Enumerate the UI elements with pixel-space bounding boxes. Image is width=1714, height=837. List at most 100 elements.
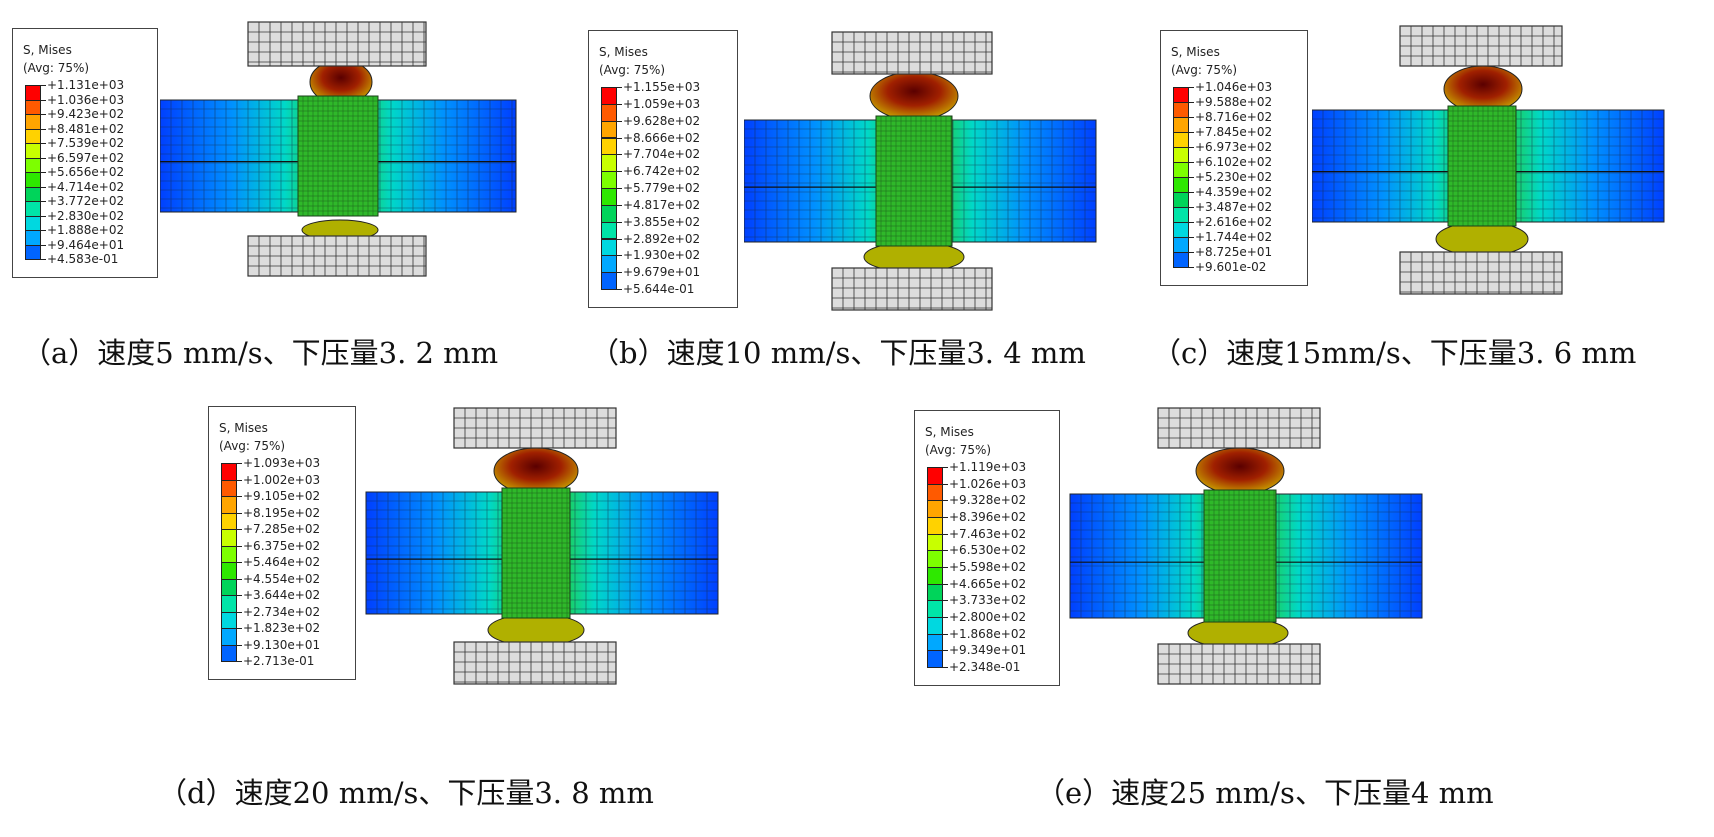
legend-tick	[237, 595, 242, 596]
legend-color-swatch	[601, 120, 617, 139]
legend-box: S, Mises (Avg: 75%) +1.046e+03 +9.588e+02 +8…	[1160, 30, 1308, 286]
legend-tick	[1189, 222, 1194, 223]
caption-letter: （a）	[22, 336, 98, 370]
upper-die-mesh	[247, 21, 426, 66]
legend-box: S, Mises (Avg: 75%) +1.155e+03 +1.059e+03 +9…	[588, 30, 738, 308]
legend-color-swatch	[1173, 102, 1189, 118]
legend-box: S, Mises (Avg: 75%) +1.119e+03 +1.026e+03 +9…	[914, 410, 1060, 686]
legend-color-swatch	[1173, 162, 1189, 178]
legend-color-swatch	[927, 617, 943, 635]
rivet-mesh	[875, 115, 952, 247]
legend-tick	[943, 650, 948, 652]
rivet-mesh	[1447, 105, 1516, 227]
legend-color-swatch	[25, 128, 41, 144]
legend-tick	[617, 221, 622, 223]
legend-tick	[41, 215, 46, 217]
legend-tick	[943, 600, 948, 602]
legend-value-label: +2.348e-01	[949, 660, 1021, 674]
legend-tick	[943, 617, 948, 618]
legend-value-label: +9.464e+01	[47, 237, 125, 252]
upper-die-mesh	[1157, 407, 1320, 449]
legend-color-swatch	[1173, 177, 1189, 193]
legend-value-label: +4.665e+02	[949, 576, 1027, 591]
legend-tick	[237, 529, 242, 530]
legend-tick	[617, 137, 622, 139]
legend-tick	[41, 172, 46, 173]
legend-value-label: +6.530e+02	[949, 543, 1027, 558]
legend-value-label: +1.046e+03	[1195, 80, 1273, 94]
rivet-head-top	[869, 71, 959, 121]
legend-color-swatch	[927, 517, 943, 535]
legend-value-label: +9.601e-02	[1195, 260, 1267, 274]
legend-subtitle: (Avg: 75%)	[219, 439, 286, 453]
legend-tick	[617, 103, 622, 105]
legend-color-swatch	[1173, 252, 1189, 268]
legend-tick	[41, 85, 46, 86]
legend-title: S, Mises	[1171, 45, 1220, 59]
legend-tick	[237, 628, 242, 629]
legend-tick	[617, 289, 622, 290]
legend-tick	[1189, 192, 1194, 193]
rivet-head-bottom	[487, 613, 585, 647]
caption-text: 速度15mm/s、下压量3. 6 mm	[1226, 336, 1637, 370]
legend-color-swatch	[601, 272, 617, 290]
legend-color-swatch	[1173, 192, 1189, 208]
legend-color-swatch	[1173, 117, 1189, 133]
legend-color-swatch	[927, 633, 943, 652]
legend-tick	[1189, 177, 1194, 178]
legend-color-swatch	[1173, 132, 1189, 148]
legend-tick	[617, 87, 622, 88]
legend-color-swatch	[25, 186, 41, 202]
legend-value-label: +1.002e+03	[243, 472, 321, 487]
legend-color-swatch	[25, 85, 41, 101]
legend-value-label: +9.328e+02	[949, 493, 1027, 508]
legend-value-label: +9.588e+02	[1195, 95, 1273, 109]
legend-value-label: +4.359e+02	[1195, 185, 1273, 199]
caption-letter: （b）	[590, 336, 667, 370]
legend-tick	[237, 496, 242, 497]
stress-contour-simulation	[365, 407, 719, 685]
legend-value-label: +5.644e-01	[623, 282, 695, 296]
legend-color-swatch	[927, 533, 943, 552]
legend-value-label: +6.597e+02	[47, 150, 125, 165]
legend-color-swatch	[601, 188, 617, 206]
legend-tick	[237, 644, 242, 646]
legend-subtitle: (Avg: 75%)	[925, 443, 992, 457]
legend-color-swatch	[25, 143, 41, 159]
legend-value-label: +8.725e+01	[1195, 245, 1273, 259]
legend-value-label: +5.230e+02	[1195, 170, 1273, 184]
legend-color-swatch	[927, 650, 943, 668]
upper-die	[831, 31, 993, 75]
legend-color-swatch	[927, 467, 943, 485]
legend-value-label: +9.130e+01	[243, 637, 321, 652]
legend-subtitle: (Avg: 75%)	[1171, 63, 1238, 77]
rivet-head-bottom	[1435, 221, 1529, 257]
legend-value-label: +9.105e+02	[243, 489, 321, 503]
legend-tick	[617, 171, 622, 173]
legend-value-label: +5.598e+02	[949, 560, 1027, 574]
lower-die	[831, 267, 993, 311]
legend-value-label: +1.036e+03	[47, 92, 125, 107]
legend-title: S, Mises	[925, 425, 974, 439]
legend-tick	[943, 533, 948, 535]
legend-tick	[237, 562, 242, 563]
legend-tick	[617, 188, 622, 189]
legend-tick	[237, 611, 242, 613]
lower-die	[1399, 251, 1563, 295]
legend-value-label: +9.679e+01	[623, 265, 701, 280]
lower-die-mesh	[247, 235, 426, 277]
legend-tick	[1189, 132, 1194, 133]
rivet-head-top	[1195, 447, 1285, 495]
legend-color-swatch	[927, 483, 943, 502]
stress-contour-simulation	[1312, 25, 1665, 295]
legend-box: S, Mises (Avg: 75%) +1.131e+03 +1.036e+03 +9…	[12, 28, 158, 278]
legend-value-label: +4.583e-01	[47, 252, 119, 266]
legend-value-label: +4.554e+02	[243, 571, 321, 586]
legend-title: S, Mises	[599, 45, 648, 59]
legend-value-label: +4.714e+02	[47, 179, 125, 194]
legend-tick	[617, 154, 622, 156]
legend-value-label: +3.487e+02	[1195, 200, 1273, 214]
legend-color-swatch	[927, 550, 943, 568]
legend-tick	[617, 255, 622, 257]
legend-tick	[237, 479, 242, 481]
